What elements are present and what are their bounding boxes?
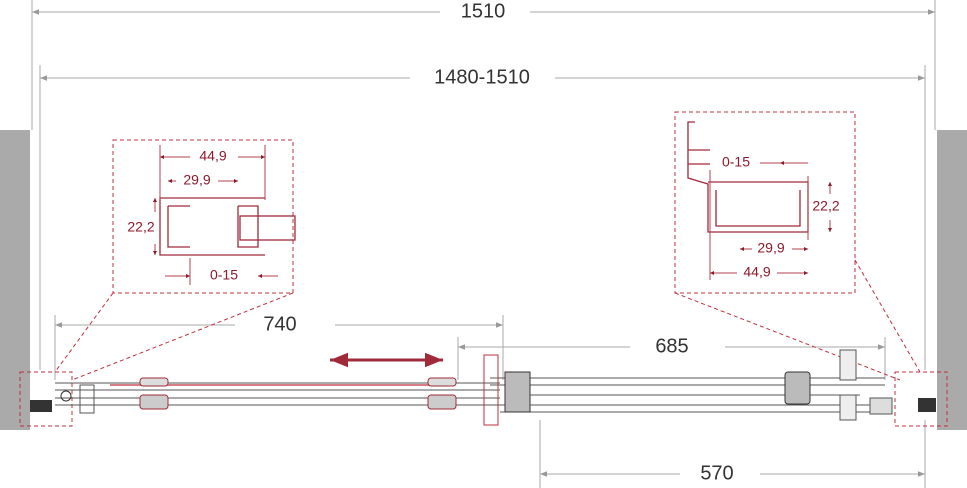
right-adjust: 0-15 xyxy=(722,154,750,170)
right-panel-width: 685 xyxy=(655,335,688,357)
opening-range: 1480-1510 xyxy=(434,66,530,88)
right-inner: 29,9 xyxy=(757,240,784,256)
overall-width: 1510 xyxy=(461,0,506,22)
left-height: 22,2 xyxy=(127,219,154,235)
walls xyxy=(0,130,967,430)
left-panel-width: 740 xyxy=(263,313,296,335)
right-height: 22,2 xyxy=(812,198,839,214)
left-adjust: 0-15 xyxy=(210,267,238,283)
right-outer: 44,9 xyxy=(743,264,770,280)
left-detail xyxy=(54,139,296,381)
door-assembly xyxy=(19,349,948,427)
passage-width: 570 xyxy=(700,462,733,484)
right-detail xyxy=(674,111,921,381)
dimension-lines xyxy=(31,0,936,488)
left-outer: 44,9 xyxy=(199,148,226,164)
left-inner: 29,9 xyxy=(183,172,210,188)
